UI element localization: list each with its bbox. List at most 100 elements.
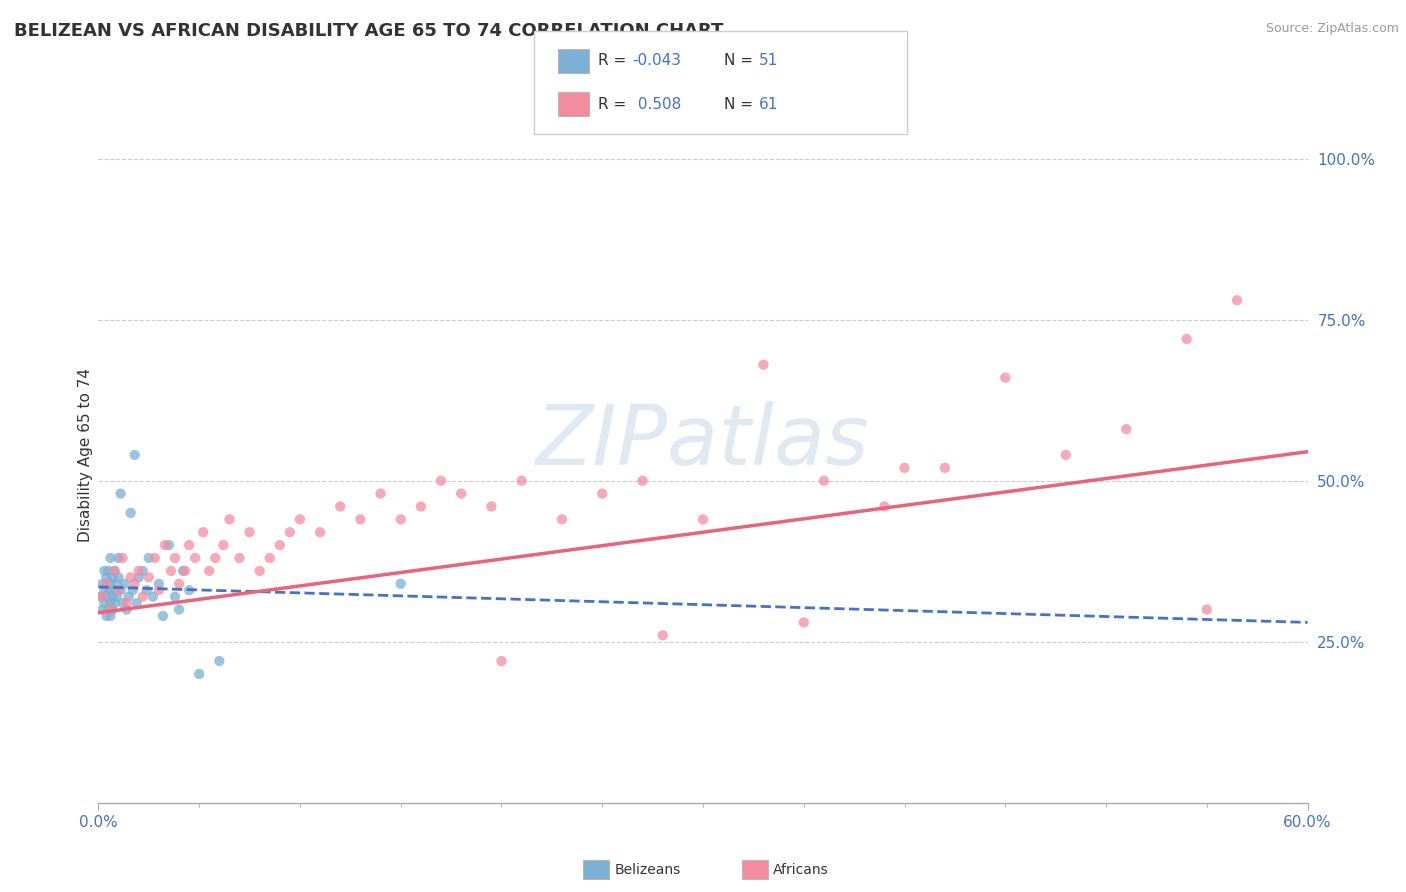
Point [309,525,332,540]
Point [91,590,114,604]
Point [1054,448,1077,462]
Point [329,500,352,514]
Point [450,486,472,500]
Point [994,370,1017,384]
Point [93,596,115,610]
Point [103,583,125,598]
Point [120,570,142,584]
Point [491,654,513,668]
Point [103,564,125,578]
Point [218,512,240,526]
Point [114,576,136,591]
Point [692,512,714,526]
Point [1175,332,1198,346]
Point [125,596,148,610]
Point [107,551,129,566]
Point [110,486,132,500]
Point [107,570,129,584]
Point [1115,422,1137,436]
Point [934,460,956,475]
Point [100,596,122,610]
Point [269,538,291,552]
Point [111,596,134,610]
Point [124,576,146,591]
Point [278,525,301,540]
Point [160,564,183,578]
Point [135,583,157,598]
Point [100,609,122,624]
Point [752,358,775,372]
Point [115,602,138,616]
Text: ZIPatlas: ZIPatlas [536,401,870,482]
Point [111,551,134,566]
Text: 61: 61 [759,96,779,112]
Text: 51: 51 [759,54,779,69]
Point [204,551,226,566]
Text: Africans: Africans [773,863,830,877]
Point [100,602,122,616]
Point [208,654,231,668]
Text: R =: R = [598,96,631,112]
Point [100,576,122,591]
Point [97,602,120,616]
Point [481,500,503,514]
Point [893,460,915,475]
Point [163,590,186,604]
Point [138,570,160,584]
Text: -0.043: -0.043 [633,54,682,69]
Point [138,551,160,566]
Point [793,615,815,630]
Point [93,564,115,578]
Point [96,570,118,584]
Point [212,538,235,552]
Point [107,583,129,598]
Point [389,576,412,591]
Point [100,551,122,566]
Point [101,602,124,616]
Point [239,525,262,540]
Point [813,474,835,488]
Point [167,602,190,616]
Point [389,512,412,526]
Point [288,512,311,526]
Point [873,500,896,514]
Point [249,564,271,578]
Point [91,602,114,616]
Text: Source: ZipAtlas.com: Source: ZipAtlas.com [1265,22,1399,36]
Point [105,576,128,591]
Text: 0.508: 0.508 [633,96,681,112]
Y-axis label: Disability Age 65 to 74: Disability Age 65 to 74 [77,368,93,542]
Text: N =: N = [724,54,758,69]
Point [198,564,221,578]
Point [179,538,201,552]
Point [96,609,118,624]
Point [96,576,118,591]
Point [143,551,166,566]
Point [152,609,174,624]
Point [184,551,207,566]
Point [1195,602,1218,616]
Point [430,474,453,488]
Point [124,448,146,462]
Text: N =: N = [724,96,758,112]
Point [167,576,190,591]
Point [349,512,371,526]
Point [89,590,111,604]
Point [101,570,124,584]
Point [510,474,533,488]
Text: R =: R = [598,54,631,69]
Point [132,590,155,604]
Point [370,486,392,500]
Point [193,525,215,540]
Point [409,500,432,514]
Point [91,576,114,591]
Point [96,590,118,604]
Point [163,551,186,566]
Point [128,570,150,584]
Point [118,590,141,604]
Point [551,512,574,526]
Point [651,628,673,642]
Text: Belizeans: Belizeans [614,863,681,877]
Point [120,506,142,520]
Point [121,583,143,598]
